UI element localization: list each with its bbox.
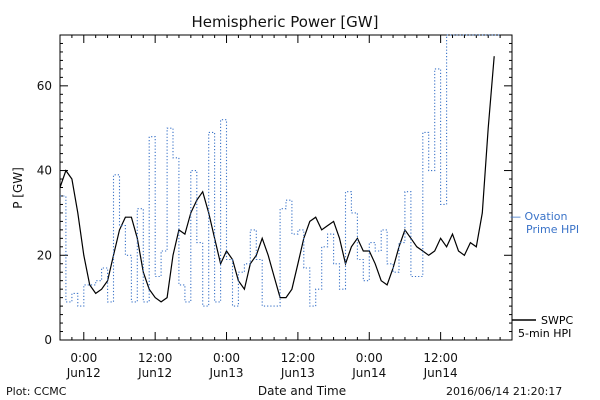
- x-tick-time-label: 12:00: [138, 351, 173, 365]
- legend: — Ovation Prime HPI SWPC 5-min HPI: [510, 210, 579, 340]
- series-swpc-5min-hpi: [59, 56, 495, 303]
- x-tick-time-label: 0:00: [213, 351, 240, 365]
- x-tick-time-label: 12:00: [281, 351, 316, 365]
- x-tick-time-label: 0:00: [70, 351, 97, 365]
- legend-swpc-line1: SWPC: [541, 314, 573, 327]
- chart-title: Hemispheric Power [GW]: [192, 13, 379, 31]
- legend-ovation-line2: Prime HPI: [526, 223, 579, 236]
- y-tick-label: 40: [37, 164, 52, 178]
- x-axis-label: Date and Time: [258, 384, 346, 398]
- y-tick-label: 20: [37, 248, 52, 262]
- x-tick-date-label: Jun13: [209, 366, 244, 380]
- x-tick-date-label: Jun14: [423, 366, 458, 380]
- x-tick-time-label: 0:00: [356, 351, 383, 365]
- series-ovation-prime-hpi: [60, 34, 501, 307]
- y-tick-label: 60: [37, 79, 52, 93]
- x-tick-date-label: Jun14: [351, 366, 386, 380]
- x-tick-date-label: Jun12: [66, 366, 101, 380]
- footer-plot-credit: Plot: CCMC: [6, 385, 67, 398]
- legend-ovation-line1: — Ovation: [510, 210, 568, 223]
- footer-timestamp: 2016/06/14 21:20:17: [446, 385, 562, 398]
- x-tick-date-label: Jun12: [137, 366, 172, 380]
- y-axis-label: P [GW]: [11, 167, 25, 209]
- x-tick-date-label: Jun13: [280, 366, 315, 380]
- y-tick-label: 0: [44, 333, 52, 347]
- legend-swpc-line2: 5-min HPI: [518, 327, 571, 340]
- x-tick-time-label: 12:00: [423, 351, 458, 365]
- plot-frame: [59, 34, 513, 341]
